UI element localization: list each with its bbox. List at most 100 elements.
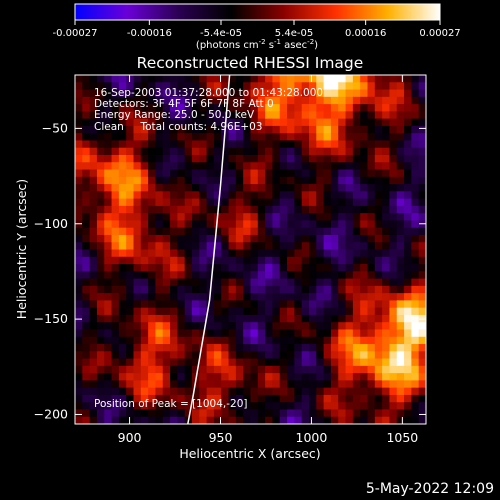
heatmap-cell xyxy=(111,154,120,163)
heatmap-cell xyxy=(126,82,135,91)
heatmap-cell xyxy=(126,227,135,236)
heatmap-cell xyxy=(140,234,149,243)
heatmap-cell xyxy=(250,234,259,243)
heatmap-cell xyxy=(309,264,317,272)
heatmap-cell xyxy=(213,89,222,98)
heatmap-cell xyxy=(257,75,266,83)
heatmap-cell xyxy=(345,169,354,178)
heatmap-cell xyxy=(272,293,281,301)
heatmap-cell xyxy=(279,169,288,178)
heatmap-cell xyxy=(148,111,157,120)
heatmap-cell xyxy=(177,118,186,127)
heatmap-cell xyxy=(199,409,208,418)
heatmap-cell xyxy=(250,256,259,265)
heatmap-cell xyxy=(243,82,252,91)
heatmap-cell xyxy=(272,394,281,403)
heatmap-cell xyxy=(148,227,157,236)
heatmap-cell xyxy=(213,271,222,280)
heatmap-cell xyxy=(323,147,332,156)
heatmap-cell xyxy=(323,307,332,316)
heatmap-cell xyxy=(133,140,142,149)
heatmap-cell xyxy=(133,198,142,207)
heatmap-cell xyxy=(352,264,361,272)
heatmap-cell xyxy=(155,322,164,331)
heatmap-cell xyxy=(382,82,391,91)
heatmap-cell xyxy=(82,271,91,280)
heatmap-cell xyxy=(192,380,200,389)
heatmap-cell xyxy=(148,358,157,367)
heatmap-cell xyxy=(287,380,295,389)
heatmap-cell xyxy=(243,198,252,207)
heatmap-cell xyxy=(155,191,164,200)
heatmap-cell xyxy=(228,256,237,265)
heatmap-cell xyxy=(294,154,303,163)
heatmap-cell xyxy=(170,344,178,352)
heatmap-cell xyxy=(148,373,157,381)
heatmap-cell xyxy=(118,184,127,192)
heatmap-cell xyxy=(199,394,208,403)
heatmap-cell xyxy=(96,307,105,316)
heatmap-cell xyxy=(287,344,295,352)
heatmap-cell xyxy=(404,96,412,105)
heatmap-cell xyxy=(118,125,127,134)
heatmap-cell xyxy=(140,300,149,309)
heatmap-cell xyxy=(96,162,105,171)
heatmap-cell xyxy=(184,380,193,389)
heatmap-cell xyxy=(162,213,171,222)
heatmap-cell xyxy=(221,285,230,294)
heatmap-cell xyxy=(213,285,222,294)
heatmap-cell xyxy=(257,213,266,222)
heatmap-cell xyxy=(184,205,193,214)
heatmap-cell xyxy=(111,198,120,207)
heatmap-cell xyxy=(96,242,105,251)
heatmap-cell xyxy=(389,198,398,207)
heatmap-cell xyxy=(221,191,230,200)
heatmap-cell xyxy=(352,205,361,214)
heatmap-cell xyxy=(82,278,91,287)
heatmap-cell xyxy=(330,234,339,243)
heatmap-cell xyxy=(82,111,91,120)
heatmap-cell xyxy=(279,394,288,403)
heatmap-cell xyxy=(272,264,281,272)
heatmap-cell xyxy=(235,213,244,222)
heatmap-cell xyxy=(316,380,325,389)
heatmap-cell xyxy=(206,365,215,374)
heatmap-cell xyxy=(389,409,398,418)
heatmap-cell xyxy=(155,387,164,396)
heatmap-cell xyxy=(294,75,303,83)
heatmap-cell xyxy=(396,300,405,309)
heatmap-cell xyxy=(243,147,252,156)
heatmap-cell xyxy=(301,133,310,142)
heatmap-cell xyxy=(250,322,259,331)
heatmap-cell xyxy=(206,380,215,389)
x-axis-ticks: 900 950 1000 1050 xyxy=(118,75,418,445)
heatmap-cell xyxy=(155,220,164,229)
heatmap-cell xyxy=(155,242,164,251)
heatmap-cell xyxy=(404,213,412,222)
heatmap-cell xyxy=(330,416,339,424)
heatmap-cell xyxy=(192,147,200,156)
heatmap-cell xyxy=(184,191,193,200)
heatmap-cell xyxy=(96,234,105,243)
heatmap-cell xyxy=(213,300,222,309)
heatmap-cell xyxy=(133,373,142,381)
heatmap-cell xyxy=(235,394,244,403)
heatmap-cell xyxy=(170,162,178,171)
heatmap-cell xyxy=(206,75,215,83)
heatmap-cell xyxy=(82,89,91,98)
heatmap-cell xyxy=(404,329,412,338)
heatmap-cell xyxy=(221,329,230,338)
heatmap-cell xyxy=(367,293,376,301)
heatmap-cell xyxy=(418,205,426,214)
heatmap-cell xyxy=(162,220,171,229)
heatmap-cell xyxy=(228,293,237,301)
heatmap-cell xyxy=(316,133,325,142)
heatmap-cell xyxy=(250,329,259,338)
heatmap-cell xyxy=(279,140,288,149)
heatmap-cell xyxy=(162,198,171,207)
heatmap-cell xyxy=(338,96,347,105)
heatmap-cell xyxy=(104,285,113,294)
heatmap-cell xyxy=(213,416,222,424)
heatmap-cell xyxy=(294,96,303,105)
heatmap-cell xyxy=(199,96,208,105)
